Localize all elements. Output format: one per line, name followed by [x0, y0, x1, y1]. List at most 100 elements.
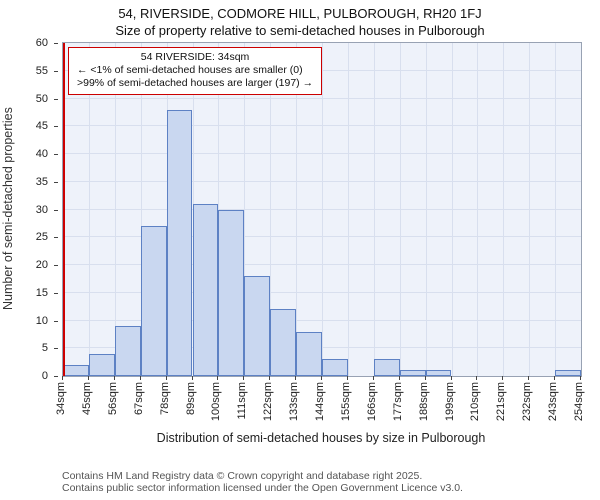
histogram-bar: [166, 109, 193, 376]
x-tick-mark: [165, 376, 167, 380]
x-tick-mark: [139, 376, 141, 380]
v-gridline: [555, 43, 557, 376]
histogram-bar: [114, 326, 141, 376]
histogram-bar: [270, 309, 297, 376]
y-tick-label: 30: [35, 203, 48, 216]
y-tick-label: 25: [35, 231, 48, 244]
y-tick-label: 50: [35, 92, 48, 105]
x-tick-label: 177sqm: [391, 382, 404, 422]
x-tick-mark: [502, 376, 504, 380]
v-gridline: [244, 43, 246, 376]
x-tick-label: 122sqm: [262, 382, 275, 422]
x-tick-mark: [424, 376, 426, 380]
y-tick-mark: [54, 376, 58, 377]
x-tick-mark: [450, 376, 452, 380]
x-tick-mark: [269, 376, 271, 380]
histogram-bar: [140, 226, 167, 376]
x-tick-label: 232sqm: [521, 382, 534, 422]
chart-title: 54, RIVERSIDE, CODMORE HILL, PULBOROUGH,…: [118, 6, 482, 21]
x-tick-label: 100sqm: [210, 382, 223, 422]
y-tick-mark: [54, 43, 58, 44]
y-tick-mark: [54, 70, 58, 72]
x-tick-label: 34sqm: [55, 382, 67, 416]
x-tick-label: 133sqm: [288, 382, 301, 422]
x-tick-label: 56sqm: [106, 382, 119, 416]
v-gridline: [373, 43, 375, 376]
x-tick-mark: [113, 376, 115, 380]
x-tick-label: 111sqm: [236, 382, 249, 420]
x-tick-label: 144sqm: [314, 382, 326, 422]
v-gridline: [296, 43, 298, 376]
histogram-bar: [555, 370, 581, 376]
v-gridline: [140, 43, 142, 376]
attribution-footer: Contains HM Land Registry data © Crown c…: [62, 470, 600, 494]
x-tick-mark: [217, 376, 219, 380]
histogram-bar: [88, 353, 115, 376]
histogram-bar: [399, 370, 426, 376]
x-tick-mark: [580, 376, 581, 380]
x-tick-mark: [243, 376, 245, 380]
x-tick-mark: [528, 376, 530, 380]
x-tick-label: 67sqm: [132, 382, 145, 416]
annotation-smaller-line: ← <1% of semi-detached houses are smalle…: [77, 64, 303, 77]
x-tick-mark: [346, 376, 348, 380]
y-tick-label: 45: [35, 120, 48, 133]
y-tick-label: 40: [35, 148, 48, 160]
y-tick-mark: [54, 237, 58, 239]
v-gridline: [529, 43, 531, 376]
plot-area: [62, 42, 582, 377]
v-gridline: [270, 43, 272, 376]
v-gridline: [477, 43, 479, 376]
x-axis-label: Distribution of semi-detached houses by …: [156, 431, 486, 445]
histogram-bar: [322, 359, 348, 376]
histogram-bar: [192, 203, 219, 376]
y-tick-mark: [54, 126, 58, 128]
x-tick-mark: [372, 376, 374, 380]
y-tick-label: 20: [35, 259, 48, 271]
x-tick-mark: [398, 376, 400, 380]
y-tick-mark: [54, 348, 58, 350]
v-gridline: [347, 43, 349, 376]
x-tick-mark: [321, 376, 322, 380]
y-axis-ticks: 0 5 10 15 20 25 30 35 40 45 50 55 60: [0, 37, 58, 382]
y-tick-mark: [54, 320, 58, 322]
v-gridline: [399, 43, 401, 376]
y-tick-label: 0: [41, 370, 48, 382]
x-tick-mark: [295, 376, 297, 380]
x-tick-label: 78sqm: [158, 382, 171, 416]
v-gridline: [503, 43, 505, 376]
x-tick-label: 166sqm: [365, 382, 378, 422]
x-tick-mark: [476, 376, 478, 380]
attribution-line-2: Contains public sector information licen…: [62, 482, 463, 495]
histogram-bar: [244, 276, 271, 376]
x-tick-label: 45sqm: [80, 382, 93, 416]
histogram-bar: [63, 364, 89, 376]
annotation-title: 54 RIVERSIDE: 34sqm: [140, 51, 250, 63]
x-tick-label: 210sqm: [469, 382, 482, 422]
x-tick-label: 89sqm: [184, 382, 197, 416]
histogram-bar: [373, 359, 400, 376]
y-tick-mark: [54, 209, 58, 211]
y-tick-label: 35: [35, 175, 48, 188]
x-tick-mark: [62, 376, 63, 380]
y-tick-mark: [54, 154, 58, 155]
x-tick-label: 155sqm: [339, 382, 352, 422]
histogram-bar: [218, 209, 245, 376]
y-tick-label: 15: [35, 286, 48, 299]
x-tick-mark: [87, 376, 89, 380]
x-tick-label: 188sqm: [417, 382, 430, 422]
x-tick-mark: [191, 376, 193, 380]
y-tick-mark: [54, 292, 58, 294]
x-axis-ticks: 34sqm 45sqm 56sqm 67sqm 78sqm 89sqm 100sqm 111s…: [55, 376, 585, 431]
chart-subtitle: Size of property relative to semi-detach…: [115, 23, 485, 38]
v-gridline: [322, 43, 323, 376]
y-tick-label: 55: [35, 64, 48, 77]
v-gridline: [425, 43, 427, 376]
attribution-line-1: Contains HM Land Registry data © Crown c…: [62, 470, 423, 482]
property-annotation-box: 54 RIVERSIDE: 34sqm ← <1% of semi-detach…: [68, 47, 323, 96]
x-tick-label: 221sqm: [495, 382, 508, 422]
y-tick-mark: [54, 265, 58, 266]
x-tick-label: 243sqm: [547, 382, 560, 422]
histogram-bar: [425, 370, 452, 376]
